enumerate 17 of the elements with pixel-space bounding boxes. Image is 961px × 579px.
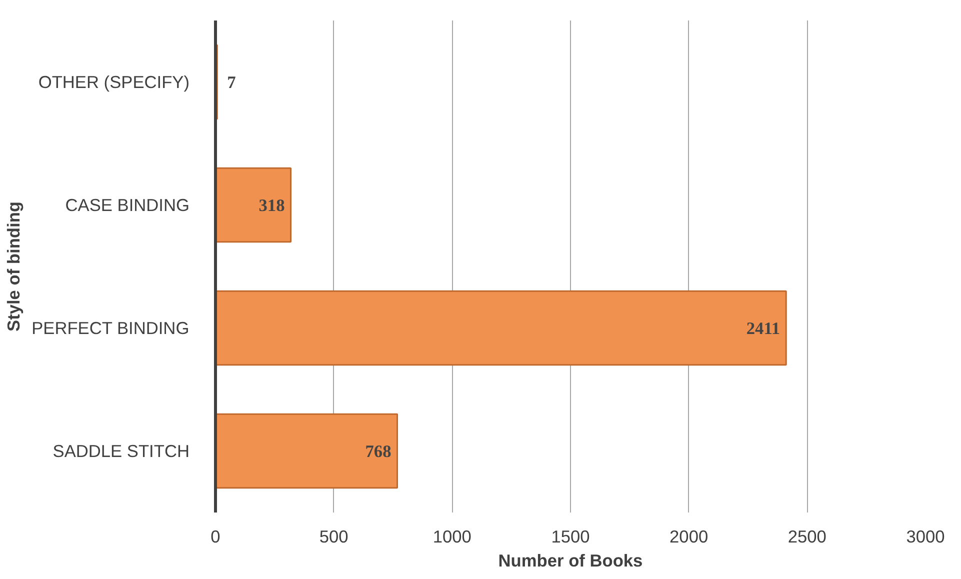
x-axis-title: Number of Books [498,550,643,570]
y-axis-title: Style of binding [4,202,24,332]
y-tick-label: PERFECT BINDING [32,318,190,338]
data-label: 7 [227,73,236,92]
y-tick-label: SADDLE STITCH [52,441,190,461]
y-tick-label: CASE BINDING [65,195,190,215]
x-tick-label: 0 [210,526,220,546]
data-label: 768 [365,442,392,461]
x-tick-label: 2500 [788,526,826,546]
x-tick-label: 1500 [551,526,590,546]
x-tick-label: 500 [319,526,348,546]
x-tick-label: 3000 [906,526,945,546]
data-label: 318 [258,196,286,215]
x-tick-label: 2000 [670,526,708,546]
y-tick-label: OTHER (SPECIFY) [38,72,190,92]
x-tick-label: 1000 [432,526,472,546]
data-label: 2411 [746,319,780,338]
